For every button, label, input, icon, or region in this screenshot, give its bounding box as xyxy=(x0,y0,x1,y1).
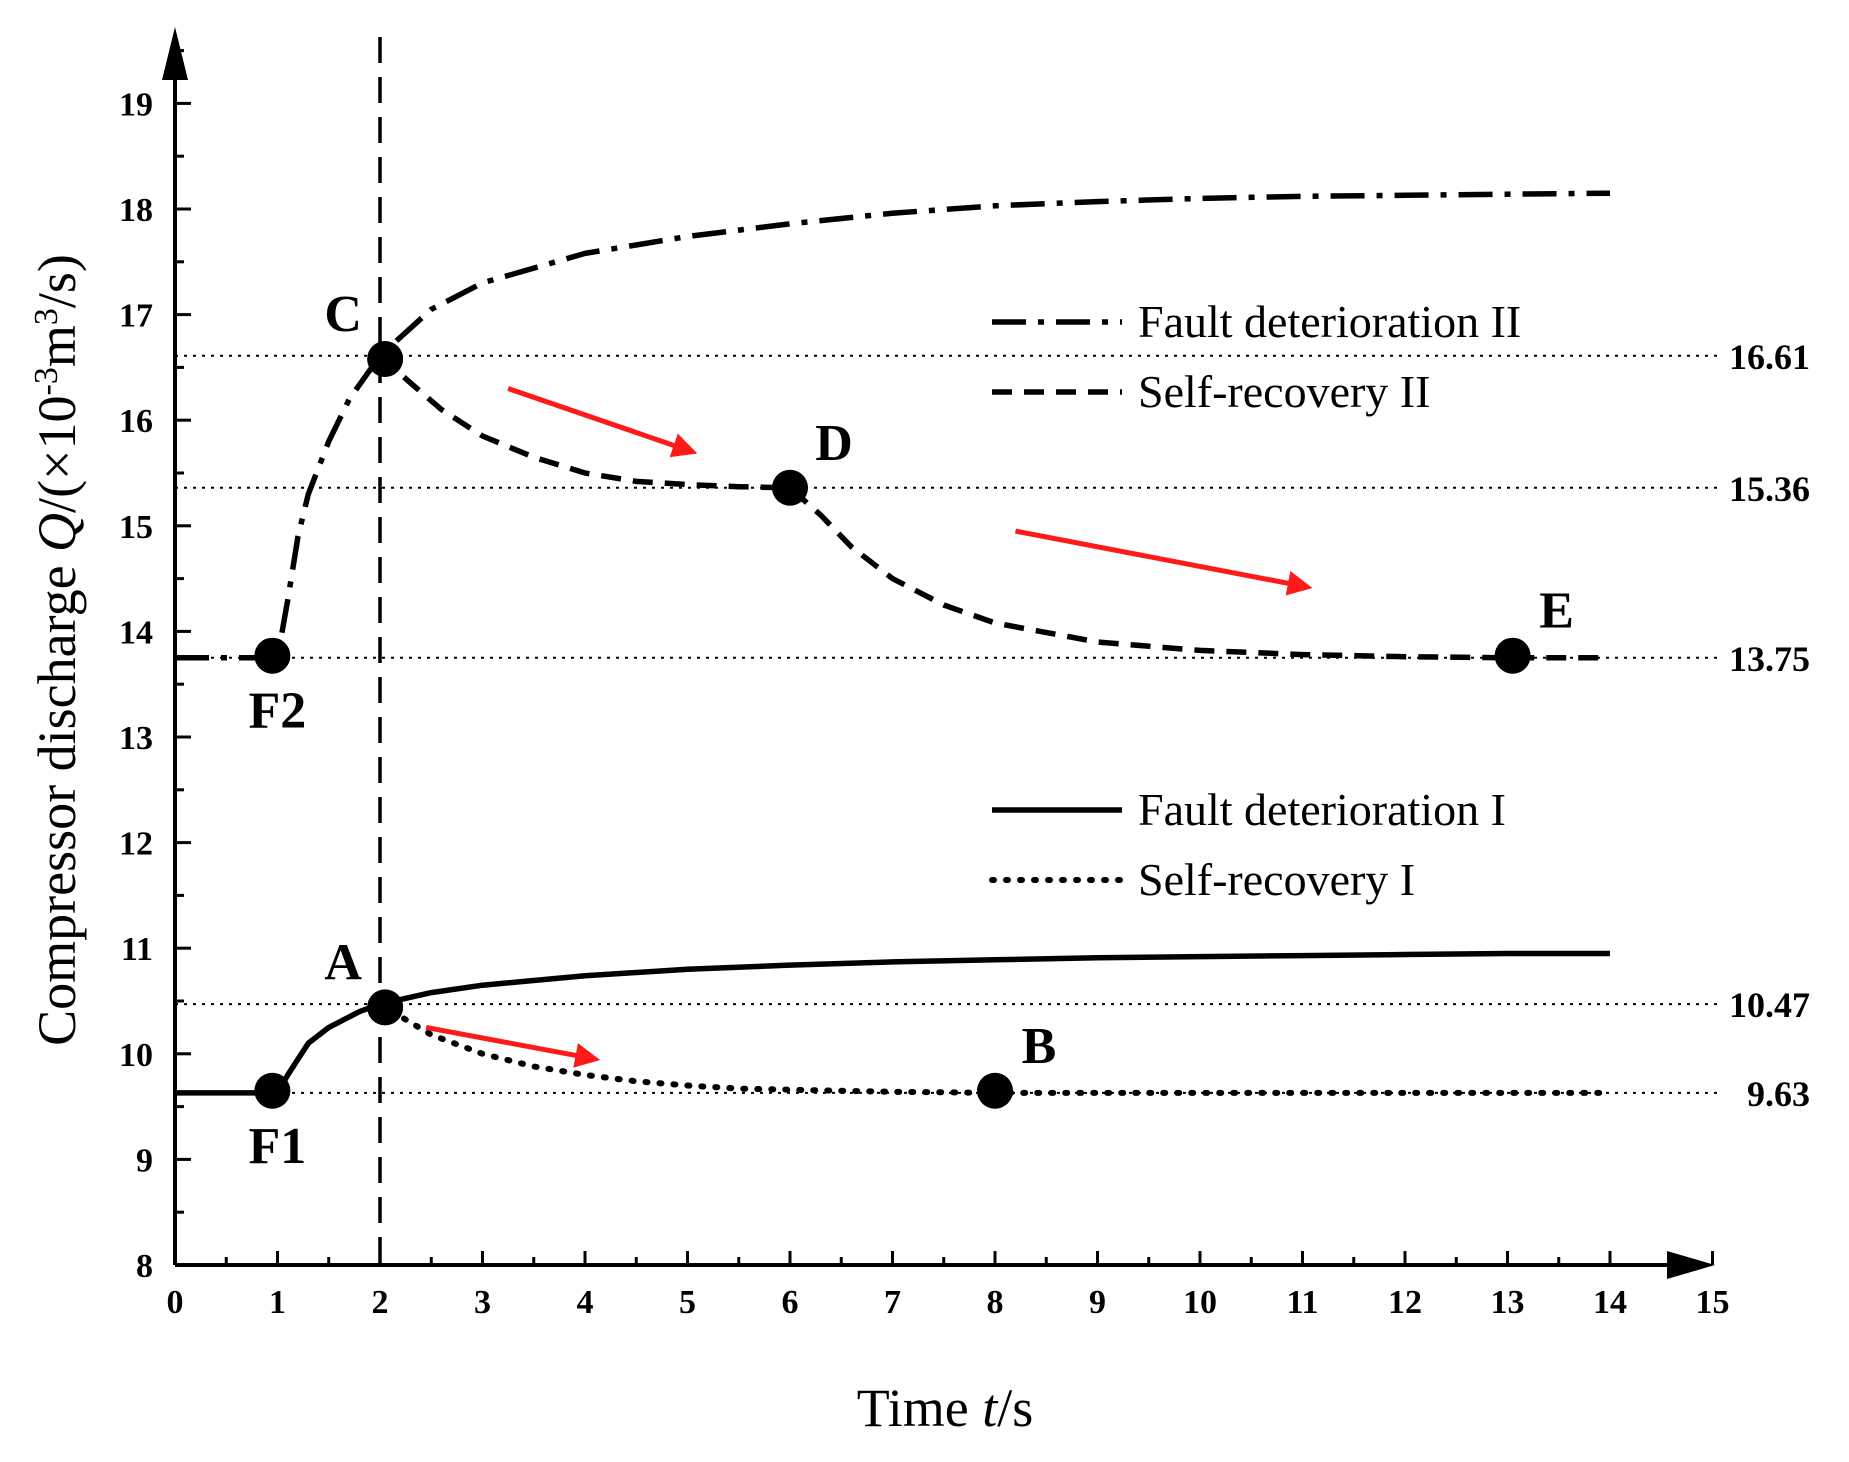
legend: Fault deterioration II Self-recovery II Fa… xyxy=(989,296,1521,905)
point-label: F1 xyxy=(248,1118,306,1175)
legend-label: Fault deterioration II xyxy=(1138,296,1521,347)
y-tick-label: 13 xyxy=(119,720,153,757)
x-axis-title-suffix: /s xyxy=(997,1378,1033,1438)
legend-label: Self-recovery I xyxy=(1138,854,1415,905)
y-tick-label: 12 xyxy=(119,826,153,863)
x-tick-label: 11 xyxy=(1286,1284,1318,1321)
red-arrows xyxy=(425,386,1313,1068)
y-tick-label: 11 xyxy=(121,931,153,968)
y-tick-label: 8 xyxy=(136,1248,153,1285)
x-tick-label: 10 xyxy=(1183,1284,1217,1321)
y-axis-title-unit-b: m xyxy=(27,325,87,367)
x-axis-title-var: t xyxy=(982,1378,999,1438)
x-axis-title: Time t/s xyxy=(857,1378,1034,1438)
x-tick-label: 13 xyxy=(1491,1284,1525,1321)
trend-arrow xyxy=(1015,528,1313,596)
x-tick-label: 8 xyxy=(987,1284,1004,1321)
y-axis-title-prefix: Compressor discharge xyxy=(27,552,87,1046)
series-line-fault-deterioration-i xyxy=(175,950,1610,1096)
x-tick-label: 1 xyxy=(269,1284,286,1321)
x-tick-label: 2 xyxy=(372,1284,389,1321)
point-label: D xyxy=(815,415,853,472)
y-tick-label: 18 xyxy=(119,192,153,229)
point-marker xyxy=(367,989,404,1026)
point-marker xyxy=(254,637,291,674)
x-tick-label: 15 xyxy=(1696,1284,1730,1321)
reference-line-label: 10.47 xyxy=(1729,985,1810,1025)
series-group xyxy=(175,190,1613,1096)
point-marker xyxy=(254,1072,291,1109)
x-tick-label: 14 xyxy=(1593,1284,1627,1321)
y-tick-label: 19 xyxy=(119,86,153,123)
series-line-fault-deterioration-ii xyxy=(175,190,1611,661)
reference-lines: 16.61 15.36 13.75 10.47 9.63 xyxy=(175,337,1810,1114)
point-label: E xyxy=(1539,583,1574,640)
data-points: F1 A B F2 C D E xyxy=(248,286,1573,1175)
y-ticks: 8 9 10 11 12 13 14 15 16 17 18 19 xyxy=(119,49,191,1285)
point-marker xyxy=(977,1072,1013,1109)
y-tick-label: 10 xyxy=(119,1037,153,1074)
x-tick-label: 7 xyxy=(884,1284,901,1321)
axes: 0 1 2 3 4 5 6 7 8 9 10 11 12 13 14 15 89101112131415161… xyxy=(119,27,1730,1321)
y-axis-arrowhead xyxy=(162,27,188,80)
y-axis-title-unit-c: /s) xyxy=(27,254,87,308)
y-tick-label: 15 xyxy=(119,509,153,546)
point-label: F2 xyxy=(248,683,306,740)
point-label: C xyxy=(324,286,362,343)
trend-arrow xyxy=(425,1024,601,1068)
x-tick-label: 12 xyxy=(1388,1284,1422,1321)
y-axis-title-exp1: -3 xyxy=(28,367,65,395)
point-marker xyxy=(772,469,808,506)
y-axis-title-exp2: 3 xyxy=(28,308,65,325)
series-line-self-recovery-i xyxy=(377,1001,1613,1096)
x-tick-label: 9 xyxy=(1089,1284,1106,1321)
reference-line-label: 9.63 xyxy=(1747,1074,1810,1114)
x-ticks: 0 1 2 3 4 5 6 7 8 9 10 11 12 13 14 15 xyxy=(167,1251,1730,1321)
y-tick-label: 14 xyxy=(119,614,153,651)
x-axis-title-prefix: Time xyxy=(857,1378,983,1438)
y-axis-title-var: Q xyxy=(27,513,87,552)
point-label: B xyxy=(1022,1018,1057,1075)
point-marker xyxy=(367,340,404,377)
x-tick-label: 6 xyxy=(782,1284,799,1321)
x-axis-arrowhead xyxy=(1667,1251,1715,1279)
y-tick-label: 9 xyxy=(136,1142,153,1179)
point-marker xyxy=(1494,637,1531,674)
legend-label: Self-recovery II xyxy=(1138,366,1430,417)
series-line-self-recovery-ii xyxy=(378,353,1610,661)
point-label: A xyxy=(324,934,362,991)
reference-line-label: 16.61 xyxy=(1729,337,1810,377)
reference-line-label: 13.75 xyxy=(1729,639,1810,679)
x-tick-label: 5 xyxy=(679,1284,696,1321)
y-axis-title-unit-a: /(×10 xyxy=(27,395,87,512)
x-tick-label: 3 xyxy=(474,1284,491,1321)
y-axis-title: Compressor discharge Q/(×10-3m3/s) xyxy=(27,254,87,1046)
y-tick-label: 17 xyxy=(119,298,153,335)
x-tick-label: 0 xyxy=(167,1284,184,1321)
x-tick-label: 4 xyxy=(577,1284,594,1321)
y-tick-label: 16 xyxy=(119,403,153,440)
reference-line-label: 15.36 xyxy=(1729,469,1810,509)
trend-arrow xyxy=(507,386,698,458)
legend-label: Fault deterioration I xyxy=(1138,784,1506,835)
